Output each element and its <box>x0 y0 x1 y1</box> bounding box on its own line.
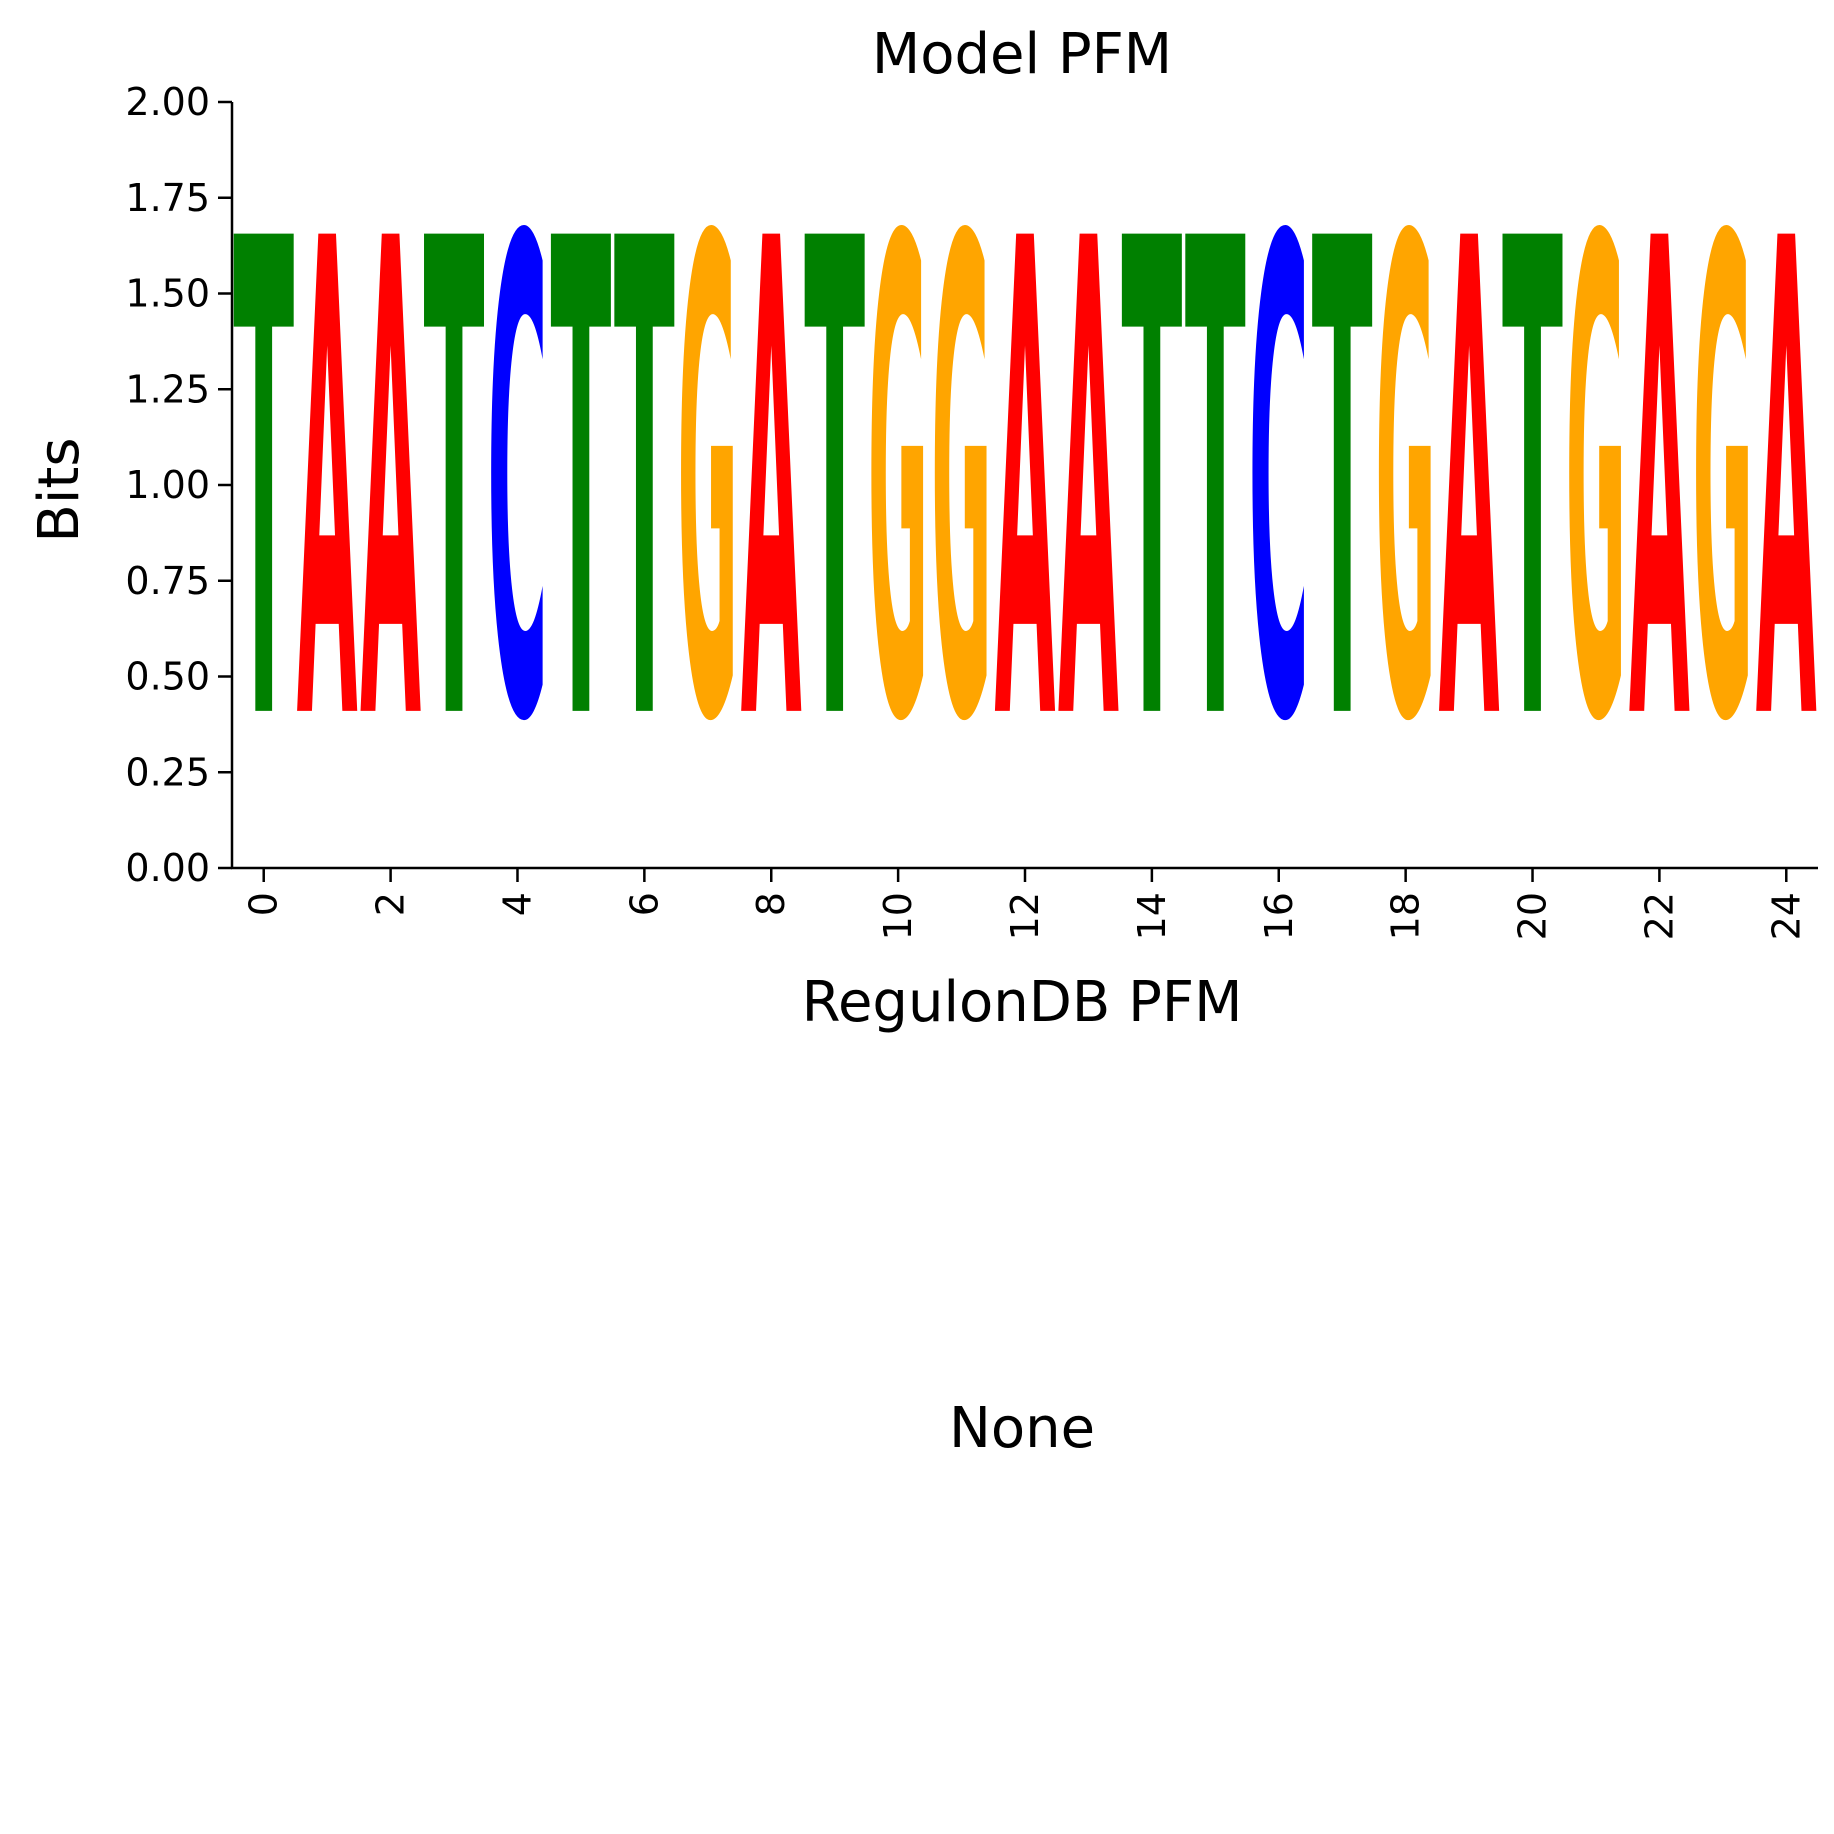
y-tick-label: 1.50 <box>125 272 210 316</box>
x-tick-label: 2 <box>369 892 413 916</box>
logo-letter: T <box>804 104 865 866</box>
logo-letter: G <box>931 104 992 866</box>
y-tick-label: 1.25 <box>125 367 210 411</box>
x-tick-label: 12 <box>1003 892 1047 940</box>
x-tick-label: 22 <box>1637 892 1681 940</box>
x-tick-label: 20 <box>1511 892 1555 940</box>
y-tick-label: 0.00 <box>125 846 210 890</box>
logo-letter: T <box>233 104 294 866</box>
x-tick-label: 0 <box>242 892 286 916</box>
logo-letter: G <box>1375 104 1436 866</box>
logo-letter: T <box>1185 104 1246 866</box>
logo-letter: G <box>1566 104 1627 866</box>
y-tick-label: 0.50 <box>125 655 210 699</box>
y-tick-label: 2.00 <box>125 80 210 124</box>
logo-letter: A <box>1439 103 1500 865</box>
logo-letter: G <box>1692 104 1753 866</box>
logo-letter: C <box>1248 105 1309 867</box>
logo-letter: G <box>677 104 738 866</box>
logo-letter: A <box>360 103 421 865</box>
x-tick-label: 8 <box>749 892 793 916</box>
y-tick-label: 0.75 <box>125 559 210 603</box>
chart-title: Model PFM <box>872 22 1172 87</box>
logo-letter: T <box>1502 104 1563 866</box>
x-tick-label: 4 <box>495 892 539 916</box>
y-axis-ticks: 0.00 0.25 0.50 0.75 1.00 1.25 1.50 1.75 2.00 <box>125 80 232 890</box>
x-tick-label: 18 <box>1384 892 1428 940</box>
x-axis-label: RegulonDB PFM <box>802 970 1243 1035</box>
logo-letter: A <box>1058 103 1119 865</box>
logo-letter: T <box>1312 104 1373 866</box>
x-tick-label: 6 <box>622 892 666 916</box>
logo-letter: A <box>741 103 802 865</box>
y-tick-label: 1.75 <box>125 176 210 220</box>
logo-letter: T <box>424 104 485 866</box>
x-axis-ticks: 0 2 4 6 8 10 12 14 16 18 20 22 24 <box>242 868 1808 940</box>
secondary-panel-text: None <box>949 1396 1095 1461</box>
logo-letter: T <box>614 104 675 866</box>
y-axis-label: Bits <box>27 437 92 542</box>
y-tick-label: 1.00 <box>125 463 210 507</box>
logo-letter: A <box>1756 103 1817 865</box>
logo-letter: G <box>868 104 929 866</box>
logo-letter: A <box>1629 103 1690 865</box>
x-tick-label: 14 <box>1130 892 1174 940</box>
logo-letter: C <box>487 105 548 867</box>
logo-letter: T <box>1121 104 1182 866</box>
logo-letter: A <box>297 103 358 865</box>
logo-letter: T <box>550 104 611 866</box>
y-tick-label: 0.25 <box>125 750 210 794</box>
x-tick-label: 24 <box>1764 892 1808 940</box>
logo-letter: A <box>995 103 1056 865</box>
x-tick-label: 10 <box>876 892 920 940</box>
x-tick-label: 16 <box>1257 892 1301 940</box>
